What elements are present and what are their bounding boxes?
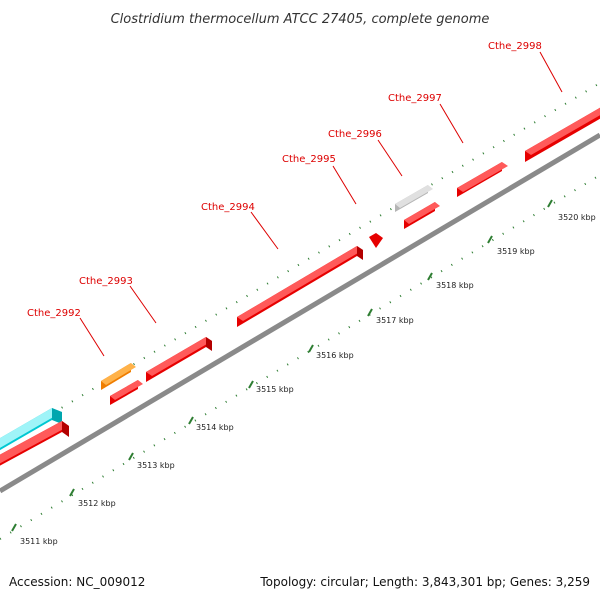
tick-label-3513: 3513 kbp (137, 461, 175, 470)
gene-feature-cthe-2992-orange (101, 363, 136, 390)
outer-scale-line (0, 82, 600, 446)
map-title: Clostridium thermocellum ATCC 27405, com… (111, 12, 490, 27)
tick-label-3515: 3515 kbp (256, 385, 294, 394)
gene-feature-cthe-2994 (237, 246, 363, 327)
gene-label-cthe-2992: Cthe_2992 (27, 308, 81, 319)
genome-summary-text: Topology: circular; Length: 3,843,301 bp… (259, 575, 590, 589)
tick-label-3517: 3517 kbp (376, 316, 414, 325)
tick-label-3514: 3514 kbp (196, 423, 234, 432)
rna-feature (0, 408, 62, 451)
gene-label-cthe-2997: Cthe_2997 (388, 93, 442, 104)
tick-label-3518: 3518 kbp (436, 281, 474, 290)
gene-label-cthe-2995: Cthe_2995 (282, 154, 336, 165)
gene-feature-cthe-2996-grey (395, 185, 433, 212)
gene-feature-cthe-2993 (146, 337, 212, 382)
gene-feature-cthe-2991 (0, 421, 69, 466)
inner-scale-line (0, 174, 600, 540)
tick-label-3520: 3520 kbp (558, 213, 596, 222)
gene-feature-cthe-2996 (404, 202, 440, 229)
gene-feature-cthe-2992 (110, 380, 143, 405)
kbp-ticks (11, 199, 553, 532)
tick-label-3512: 3512 kbp (78, 499, 116, 508)
gene-feature-cthe-2998 (525, 107, 600, 162)
gene-label-cthe-2996: Cthe_2996 (328, 129, 382, 140)
tick-label-3516: 3516 kbp (316, 351, 354, 360)
gene-callouts (79, 51, 563, 357)
genome-backbone (0, 132, 600, 494)
gene-feature-cthe-2995 (369, 233, 383, 248)
gene-feature-cthe-2997 (457, 162, 508, 197)
tick-label-3511: 3511 kbp (20, 537, 58, 546)
accession-text: Accession: NC_009012 (9, 575, 145, 589)
gene-label-cthe-2994: Cthe_2994 (201, 202, 255, 213)
gene-label-cthe-2993: Cthe_2993 (79, 276, 133, 287)
gene-label-cthe-2998: Cthe_2998 (488, 41, 542, 52)
tick-label-3519: 3519 kbp (497, 247, 535, 256)
